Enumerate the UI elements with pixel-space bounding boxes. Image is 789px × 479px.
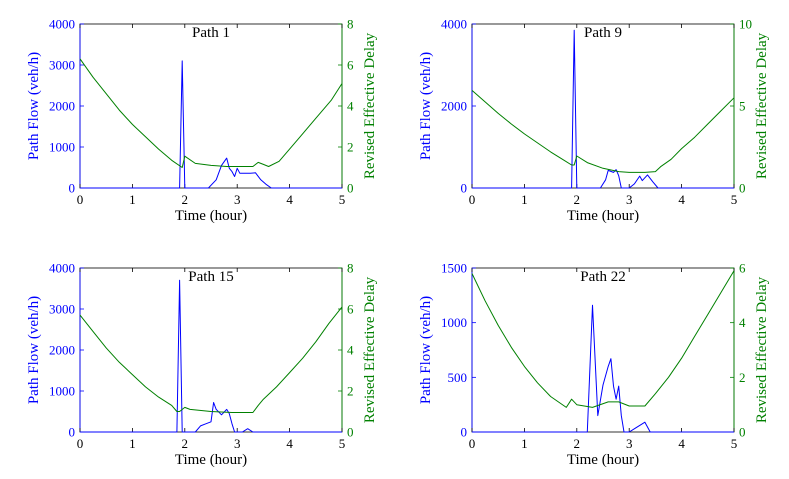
y-left-tick-label: 2000 — [49, 343, 75, 358]
x-tick-label: 2 — [182, 192, 189, 207]
y-right-tick-label: 5 — [739, 99, 746, 114]
y-left-tick-label: 0 — [69, 181, 76, 196]
y-right-axis-label: Revised Effective Delay — [754, 276, 770, 423]
x-axis-label: Time (hour) — [567, 452, 639, 468]
y-right-tick-label: 4 — [739, 315, 746, 330]
subplot-title: Path 15 — [188, 269, 233, 285]
y-right-tick-label: 8 — [347, 261, 354, 276]
x-tick-label: 2 — [574, 436, 581, 451]
y-right-axis-label: Revised Effective Delay — [362, 32, 378, 179]
y-left-axis-label: Path Flow (veh/h) — [26, 52, 42, 160]
y-left-tick-label: 3000 — [49, 302, 75, 317]
x-tick-label: 1 — [521, 192, 528, 207]
y-right-tick-label: 8 — [347, 17, 354, 32]
y-left-tick-label: 2000 — [49, 99, 75, 114]
x-tick-label: 3 — [626, 436, 633, 451]
y-left-tick-label: 1500 — [441, 261, 467, 276]
y-right-tick-label: 6 — [739, 261, 746, 276]
path-flow-line — [80, 60, 342, 189]
y-left-tick-label: 2000 — [441, 99, 467, 114]
y-right-axis-label: Revised Effective Delay — [754, 32, 770, 179]
subplot-title: Path 1 — [192, 25, 230, 41]
plot-frame — [471, 23, 735, 189]
y-left-tick-label: 0 — [461, 425, 468, 440]
path-flow-line — [80, 279, 342, 433]
x-axis-label: Time (hour) — [175, 452, 247, 468]
revised-delay-line — [79, 58, 343, 168]
revised-delay-line — [471, 270, 735, 408]
y-right-tick-label: 6 — [347, 58, 354, 73]
x-tick-label: 4 — [286, 192, 293, 207]
x-tick-label: 0 — [77, 192, 84, 207]
y-right-tick-label: 2 — [347, 140, 354, 155]
plot-frame — [79, 267, 343, 433]
x-tick-label: 2 — [574, 192, 581, 207]
y-right-tick-label: 2 — [347, 384, 354, 399]
x-tick-label: 5 — [731, 436, 738, 451]
y-left-tick-label: 3000 — [49, 58, 75, 73]
x-tick-label: 1 — [129, 192, 136, 207]
subplot-title: Path 22 — [580, 269, 625, 285]
x-tick-label: 1 — [521, 436, 528, 451]
revised-delay-line — [79, 306, 343, 413]
x-tick-label: 0 — [469, 436, 476, 451]
x-axis-label: Time (hour) — [175, 208, 247, 224]
path-flow-line — [472, 304, 734, 433]
y-left-tick-label: 1000 — [49, 384, 75, 399]
x-tick-label: 3 — [234, 192, 241, 207]
y-right-tick-label: 4 — [347, 343, 354, 358]
x-tick-label: 0 — [77, 436, 84, 451]
x-tick-label: 3 — [626, 192, 633, 207]
x-tick-label: 4 — [678, 436, 685, 451]
plot-frame — [79, 23, 343, 189]
revised-delay-line — [471, 90, 735, 173]
y-left-tick-label: 4000 — [49, 261, 75, 276]
y-left-axis-label: Path Flow (veh/h) — [26, 296, 42, 404]
x-axis-label: Time (hour) — [567, 208, 639, 224]
y-right-axis-label: Revised Effective Delay — [362, 276, 378, 423]
y-left-tick-label: 4000 — [441, 17, 467, 32]
x-tick-label: 0 — [469, 192, 476, 207]
x-tick-label: 3 — [234, 436, 241, 451]
y-left-axis-label: Path Flow (veh/h) — [418, 52, 434, 160]
y-left-tick-label: 1000 — [49, 140, 75, 155]
y-right-tick-label: 6 — [347, 302, 354, 317]
x-tick-label: 5 — [731, 192, 738, 207]
y-left-tick-label: 0 — [461, 181, 468, 196]
y-right-tick-label: 10 — [739, 17, 752, 32]
y-left-tick-label: 1000 — [441, 315, 467, 330]
x-tick-label: 5 — [339, 436, 346, 451]
subplot-title: Path 9 — [584, 25, 622, 41]
y-left-tick-label: 500 — [448, 370, 468, 385]
y-left-tick-label: 0 — [69, 425, 76, 440]
y-right-tick-label: 0 — [739, 181, 746, 196]
y-right-tick-label: 2 — [739, 370, 746, 385]
y-right-tick-label: 0 — [347, 181, 354, 196]
y-left-axis-label: Path Flow (veh/h) — [418, 296, 434, 404]
x-tick-label: 4 — [286, 436, 293, 451]
y-left-tick-label: 4000 — [49, 17, 75, 32]
path-flow-line — [472, 29, 734, 189]
x-tick-label: 4 — [678, 192, 685, 207]
y-right-tick-label: 0 — [739, 425, 746, 440]
x-tick-label: 1 — [129, 436, 136, 451]
x-tick-label: 5 — [339, 192, 346, 207]
y-right-tick-label: 0 — [347, 425, 354, 440]
plot-frame — [471, 267, 735, 433]
y-right-tick-label: 4 — [347, 99, 354, 114]
x-tick-label: 2 — [182, 436, 189, 451]
